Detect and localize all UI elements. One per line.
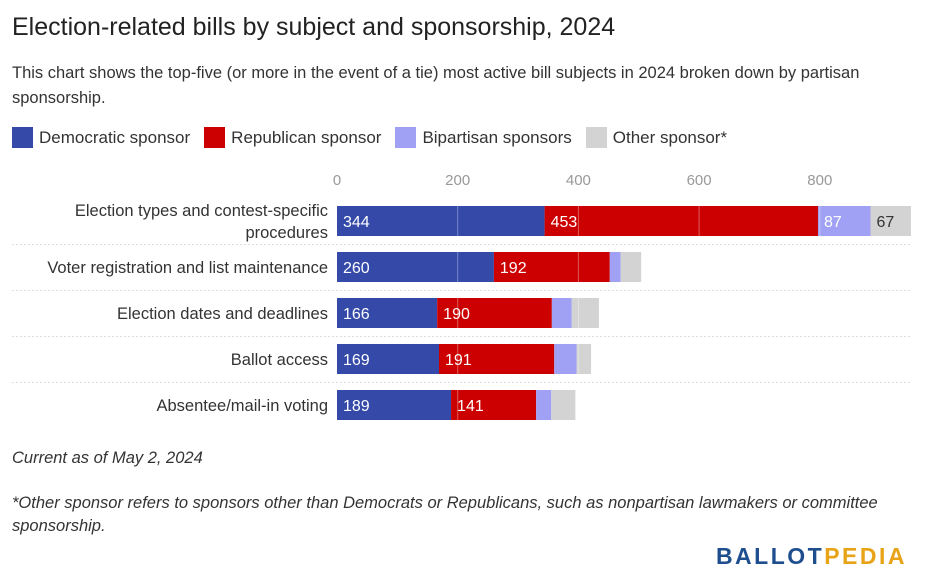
bar-segment-bipartisan — [551, 298, 572, 328]
stacked-bar-chart: 0 200 400 600 800 Election types and contest-… — [12, 172, 911, 422]
chart-legend: Democratic sponsor Republican sponsor Bi… — [12, 127, 741, 148]
bar-segment-democratic — [337, 252, 494, 282]
bar-segment-bipartisan — [554, 344, 577, 374]
bar-segment-bipartisan — [536, 390, 552, 420]
legend-label-republican: Republican sponsor — [231, 127, 382, 147]
bar-segment-other — [576, 344, 592, 374]
bar-segment-other — [620, 252, 642, 282]
x-tick-label: 0 — [333, 172, 341, 189]
legend-label-other: Other sponsor* — [612, 127, 728, 147]
legend-swatch-bipartisan — [395, 127, 417, 148]
legend-label-democratic: Democratic sponsor — [39, 127, 191, 147]
bar-segment-other — [551, 390, 576, 420]
x-tick-label: 800 — [807, 172, 832, 189]
ballotpedia-logo: BALLOTPEDIA — [716, 543, 907, 570]
data-label-republican: 453 — [551, 214, 578, 231]
category-label: Voter registration and list maintenance — [47, 259, 328, 277]
current-as-of-note: Current as of May 2, 2024 — [12, 449, 203, 467]
legend-label-bipartisan: Bipartisan sponsors — [422, 127, 572, 147]
bar-segment-democratic — [337, 390, 452, 420]
legend-item-democratic: Democratic sponsor — [12, 127, 190, 148]
data-label-republican: 192 — [500, 260, 527, 277]
chart-title: Election-related bills by subject and sp… — [12, 13, 616, 41]
bar-segment-democratic — [337, 206, 545, 236]
legend-swatch-other — [585, 127, 607, 148]
logo-ballot: BALLOT — [715, 543, 825, 569]
data-label-democratic: 169 — [343, 352, 370, 369]
bar-segment-democratic — [337, 344, 439, 374]
data-label-republican: 190 — [443, 306, 470, 323]
x-tick-label: 400 — [566, 172, 591, 189]
bar-segment-democratic — [337, 298, 438, 328]
bar-segment-republican — [544, 206, 818, 236]
data-label-other: 67 — [876, 214, 894, 231]
bar-segment-republican — [451, 390, 537, 420]
data-label-democratic: 189 — [343, 398, 370, 415]
category-label: Election types and contest-specific proce… — [75, 202, 328, 242]
other-sponsor-footnote: *Other sponsor refers to sponsors other … — [12, 494, 878, 535]
data-label-republican: 141 — [457, 398, 484, 415]
category-label: Election dates and deadlines — [117, 305, 328, 323]
category-label: Absentee/mail-in voting — [156, 397, 328, 415]
category-label: Ballot access — [231, 351, 328, 369]
bar-segment-republican — [438, 344, 555, 374]
data-label-republican: 191 — [445, 352, 472, 369]
x-tick-label: 200 — [445, 172, 470, 189]
data-label-democratic: 260 — [343, 260, 370, 277]
legend-item-bipartisan: Bipartisan sponsors — [395, 127, 572, 148]
bar-segment-other — [571, 298, 599, 328]
bar-segment-republican — [437, 298, 552, 328]
bar-segment-republican — [493, 252, 610, 282]
bar-segment-bipartisan — [609, 252, 621, 282]
bar-segment-other — [870, 206, 911, 236]
legend-item-republican: Republican sponsor — [204, 127, 381, 148]
legend-swatch-democratic — [12, 127, 33, 148]
legend-item-other: Other sponsor* — [585, 127, 728, 148]
data-label-democratic: 344 — [343, 214, 370, 231]
logo-pedia: PEDIA — [824, 543, 907, 569]
bar-segment-bipartisan — [817, 206, 871, 236]
data-label-bipartisan: 87 — [824, 214, 842, 231]
chart-subtitle: This chart shows the top-five (or more i… — [12, 64, 860, 107]
data-label-democratic: 166 — [343, 306, 370, 323]
x-tick-label: 600 — [687, 172, 712, 189]
legend-swatch-republican — [204, 127, 226, 148]
